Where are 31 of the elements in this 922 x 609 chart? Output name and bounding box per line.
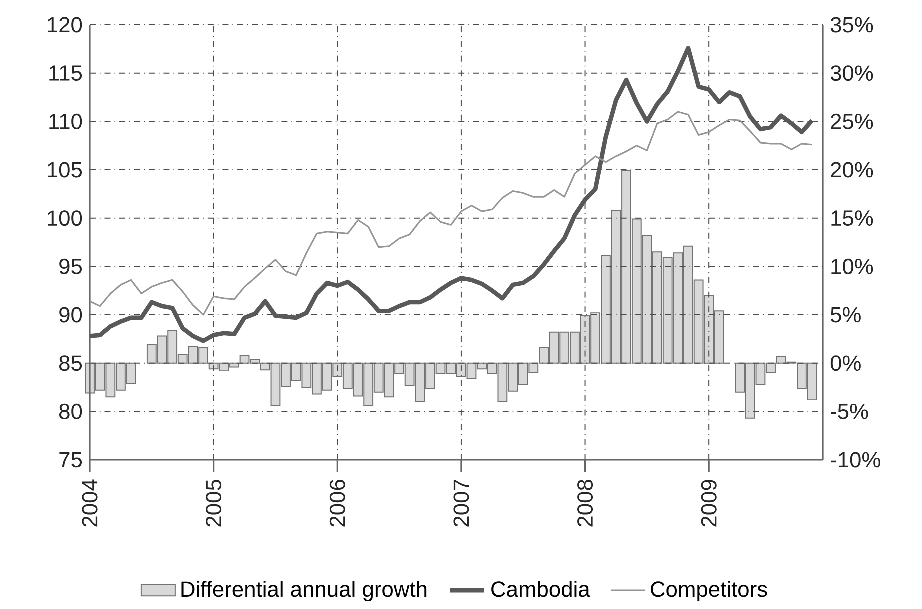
y2-tick-label: 30% — [830, 66, 874, 82]
y-tick-label: 115 — [50, 66, 82, 81]
legend-label: Differential annual growth — [182, 581, 427, 602]
line-series — [88, 46, 814, 344]
y2-tick-label: 0% — [830, 356, 861, 372]
y-tick-label: 120 — [48, 17, 82, 33]
y2-tick-label: 15% — [832, 210, 874, 226]
y2-tick-label: -10% — [831, 452, 880, 468]
x-tick-label: 2006 — [330, 480, 346, 527]
x-tick-label: 2008 — [578, 480, 594, 527]
y-tick-label: 100 — [48, 210, 82, 226]
y-tick-label: 80 — [60, 404, 82, 420]
y-tick-label: 90 — [60, 307, 82, 323]
line-series — [89, 111, 814, 316]
y-tick-label: 75 — [60, 452, 82, 468]
x-tick-label: 2007 — [454, 480, 470, 527]
y-tick-label: 85 — [60, 356, 82, 372]
y2-tick-label: 10% — [832, 258, 874, 274]
y-tick-label: 110 — [50, 114, 82, 130]
x-tick-label: 2005 — [206, 480, 222, 527]
y2-tick-label: 25% — [831, 114, 874, 130]
y2-tick-label: -5% — [831, 404, 868, 420]
y2-tick-label: 20% — [831, 162, 874, 178]
y-tick-label: 105 — [48, 162, 82, 178]
y2-tick-label: 5% — [830, 307, 861, 323]
y2-tick-label: 35% — [830, 17, 874, 33]
y-tick-label: 95 — [60, 258, 82, 274]
legend-label: Competitors — [651, 581, 768, 602]
x-tick-label: 2009 — [701, 480, 717, 527]
x-tick-label: 2004 — [82, 480, 98, 527]
legend-label: Cambodia — [492, 581, 590, 598]
